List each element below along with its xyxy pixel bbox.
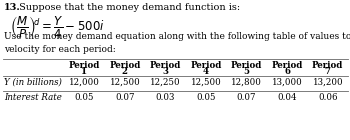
Text: 0.06: 0.06 <box>318 93 337 102</box>
Text: 1: 1 <box>81 67 88 76</box>
Text: 13,200: 13,200 <box>313 78 343 87</box>
Text: Period: Period <box>69 60 100 69</box>
Text: Period: Period <box>272 60 303 69</box>
Text: 12,500: 12,500 <box>191 78 221 87</box>
Text: Period: Period <box>190 60 222 69</box>
Text: Y (in billions): Y (in billions) <box>4 78 62 87</box>
Text: Suppose that the money demand function is:: Suppose that the money demand function i… <box>16 3 240 12</box>
Text: Use the money demand equation along with the following table of values to find t: Use the money demand equation along with… <box>4 32 350 53</box>
Text: $\left(\dfrac{M}{P}\right)^{\!d} = \dfrac{Y}{4} - 500i$: $\left(\dfrac{M}{P}\right)^{\!d} = \dfra… <box>10 14 105 40</box>
Text: 12,800: 12,800 <box>231 78 262 87</box>
Text: 3: 3 <box>162 67 168 76</box>
Text: 5: 5 <box>244 67 250 76</box>
Text: 12,500: 12,500 <box>110 78 140 87</box>
Text: 6: 6 <box>284 67 290 76</box>
Text: 12,250: 12,250 <box>150 78 181 87</box>
Text: 4: 4 <box>203 67 209 76</box>
Text: 0.05: 0.05 <box>196 93 216 102</box>
Text: Period: Period <box>150 60 181 69</box>
Text: 7: 7 <box>325 67 331 76</box>
Text: Interest Rate: Interest Rate <box>4 93 62 102</box>
Text: Period: Period <box>231 60 262 69</box>
Text: Period: Period <box>312 60 343 69</box>
Text: 2: 2 <box>122 67 128 76</box>
Text: 0.03: 0.03 <box>156 93 175 102</box>
Text: 0.07: 0.07 <box>237 93 256 102</box>
Text: 0.05: 0.05 <box>75 93 94 102</box>
Text: 12,000: 12,000 <box>69 78 100 87</box>
Text: 0.04: 0.04 <box>278 93 297 102</box>
Text: 13,000: 13,000 <box>272 78 302 87</box>
Text: 13.: 13. <box>4 3 21 12</box>
Text: 0.07: 0.07 <box>115 93 135 102</box>
Text: Period: Period <box>109 60 141 69</box>
